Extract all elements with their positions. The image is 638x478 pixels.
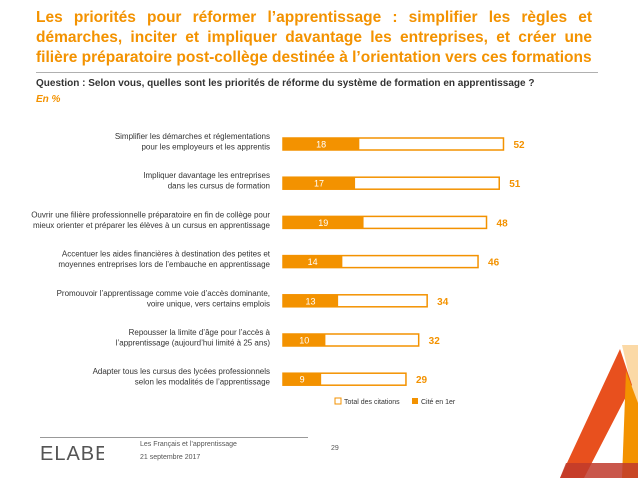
total-value-label: 51: [509, 179, 521, 190]
total-value-label: 32: [429, 336, 441, 347]
total-value-label: 46: [488, 258, 500, 269]
survey-question: Question : Selon vous, quelles sont les …: [36, 78, 535, 89]
first-cited-bar: [283, 255, 343, 268]
elabe-logo: ELABE: [40, 443, 104, 465]
category-label: Repousser la limite d’âge pour l’accès à: [129, 328, 271, 337]
category-label: dans les cursus de formation: [168, 182, 270, 191]
first-cited-bar: [283, 216, 364, 229]
footer-study-title: Les Français et l’apprentissage: [140, 441, 237, 448]
first-cited-value-label: 13: [306, 296, 316, 306]
legend-label-first: Cité en 1er: [421, 399, 456, 406]
category-label: selon les modalités de l’apprentissage: [135, 378, 271, 387]
footer-divider: [40, 437, 308, 438]
first-cited-value-label: 18: [316, 140, 326, 150]
first-cited-value-label: 19: [318, 218, 328, 228]
first-cited-value-label: 14: [308, 257, 318, 267]
total-value-label: 29: [416, 375, 428, 386]
first-cited-bar: [283, 294, 339, 307]
category-label: Ouvrir une filière professionnelle prépa…: [31, 210, 270, 219]
first-cited-value-label: 9: [300, 375, 305, 385]
first-cited-bar: [283, 138, 360, 150]
total-value-label: 52: [513, 140, 525, 151]
legend-swatch-first: [412, 398, 418, 404]
category-label: moyennes entreprises lors de l’embauche …: [58, 260, 270, 269]
question-divider: [36, 72, 598, 73]
category-label: mieux orienter et préparer les élèves à …: [33, 221, 271, 230]
legend-swatch-total: [334, 397, 342, 405]
category-label: l’apprentissage (aujourd’hui limité à 25…: [116, 339, 271, 348]
footer-date: 21 septembre 2017: [140, 454, 201, 461]
total-value-label: 48: [497, 218, 509, 229]
unit-label: En %: [36, 94, 61, 105]
first-cited-bar: [283, 334, 326, 346]
category-label: Accentuer les aides financières à destin…: [62, 250, 271, 259]
page-number: 29: [331, 445, 339, 452]
category-label: Impliquer davantage les entreprises: [143, 171, 270, 180]
decorative-triangle-logo: [560, 345, 638, 478]
legend-label-total: Total des citations: [344, 399, 400, 406]
category-label: pour les employeurs et les apprentis: [141, 143, 270, 152]
total-value-label: 34: [437, 297, 449, 308]
category-label: Adapter tous les cursus des lycées profe…: [93, 367, 270, 376]
first-cited-value-label: 10: [299, 336, 309, 346]
category-label: Promouvoir l’apprentissage comme voie d’…: [57, 289, 270, 298]
first-cited-value-label: 17: [314, 179, 324, 189]
category-label: Simplifier les démarches et réglementati…: [115, 132, 270, 141]
svg-text:ELABE: ELABE: [40, 443, 104, 465]
first-cited-bar: [283, 373, 322, 386]
category-label: voire unique, vers certains emplois: [147, 299, 270, 308]
first-cited-bar: [283, 177, 356, 190]
page-title: Les priorités pour réformer l’apprentiss…: [36, 9, 592, 66]
